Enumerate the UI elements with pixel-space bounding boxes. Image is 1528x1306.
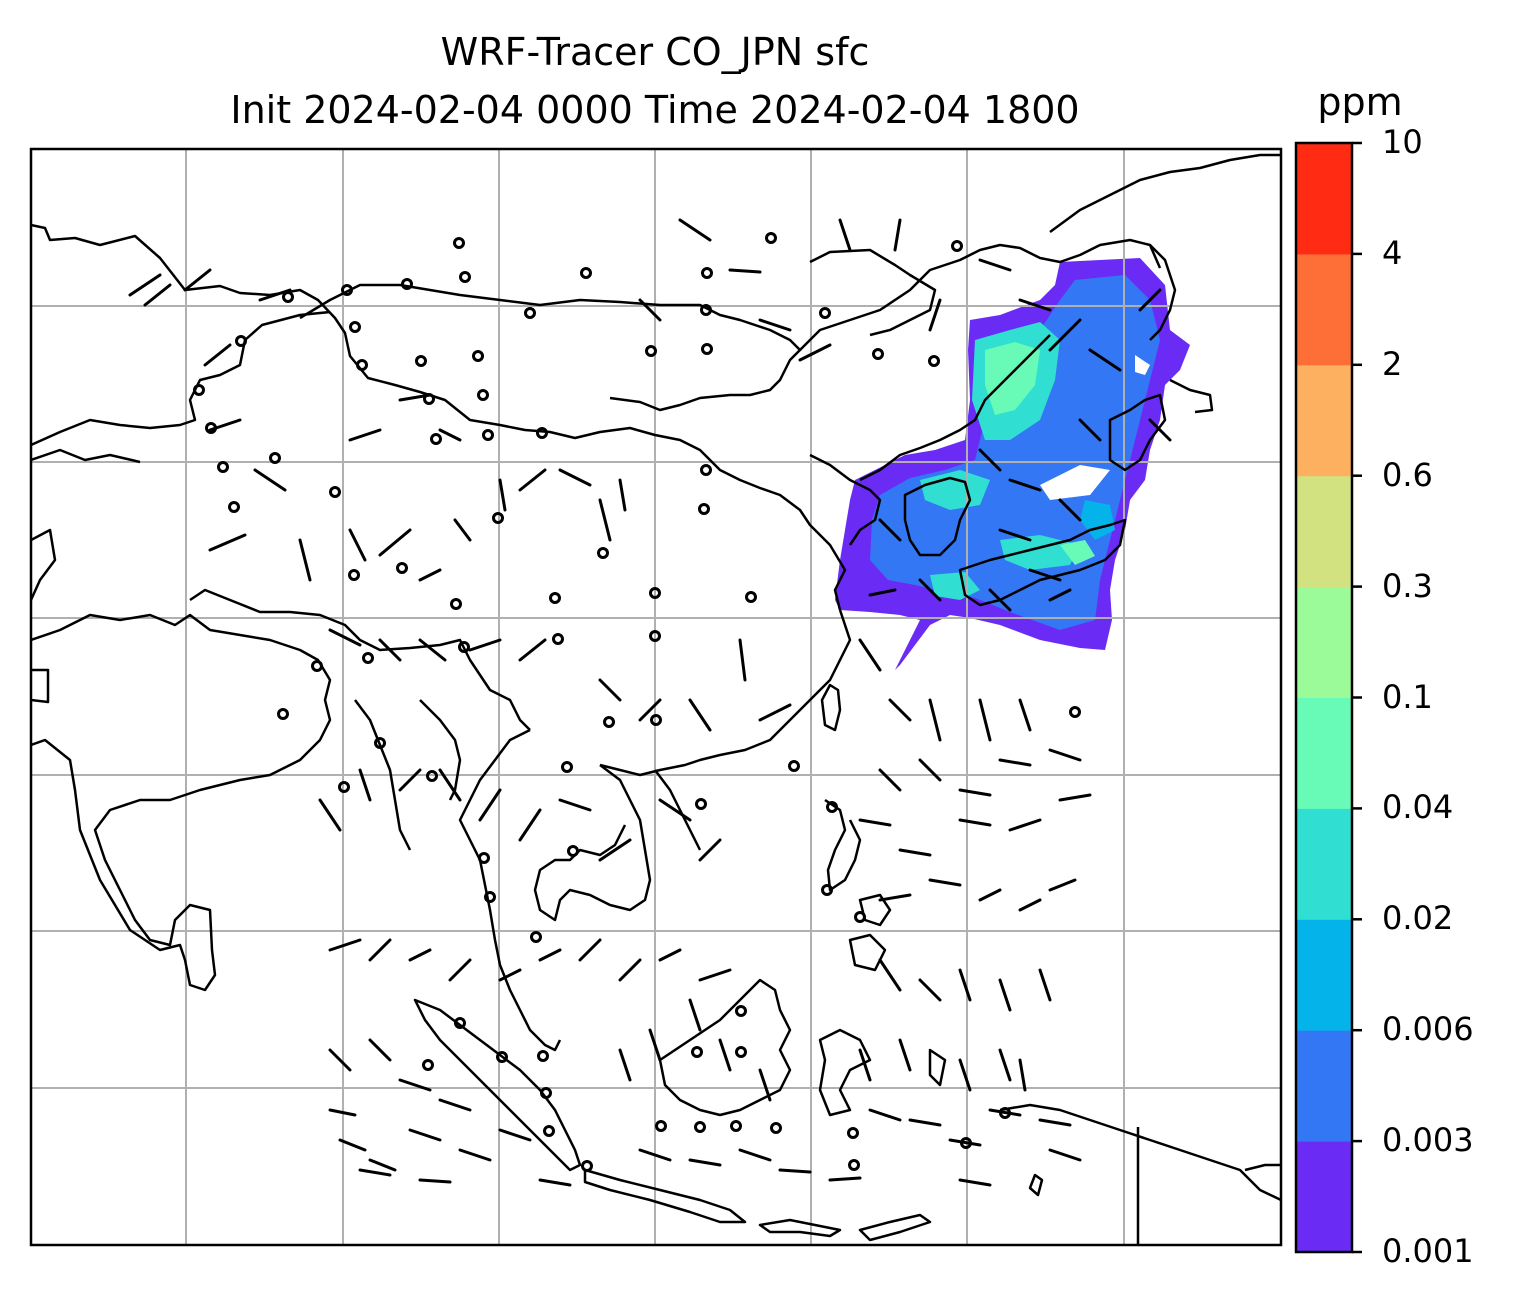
colorbar-tick-label: 4 — [1382, 233, 1403, 272]
colorbar-tick-label: 0.006 — [1382, 1010, 1474, 1049]
colorbar-segment — [1296, 364, 1352, 477]
colorbar-ticks — [1352, 141, 1362, 1254]
colorbar-tick-label: 0.6 — [1382, 455, 1433, 494]
colorbar-segment — [1296, 697, 1352, 809]
colorbar-tick-label: 0.1 — [1382, 677, 1433, 716]
colorbar-tick-label: 0.3 — [1382, 566, 1433, 605]
colorbar-segment — [1296, 808, 1352, 920]
chart-title-line1: WRF-Tracer CO_JPN sfc — [440, 30, 870, 74]
colorbar-tick-label: 2 — [1382, 344, 1403, 383]
calm-wind-markers — [193, 232, 1081, 1172]
chart-title-line2: Init 2024-02-04 0000 Time 2024-02-04 180… — [230, 88, 1080, 132]
colorbar-unit-label: ppm — [1317, 80, 1403, 124]
colorbar-tick-label: 10 — [1382, 123, 1423, 161]
colorbar-segment — [1296, 1141, 1352, 1253]
colorbar-segment — [1296, 919, 1352, 1031]
tracer-plume — [835, 258, 1190, 670]
colorbar-segment — [1296, 253, 1352, 366]
map-frame — [29, 147, 1283, 1247]
colorbar-segment — [1296, 586, 1352, 698]
colorbar-segment — [1296, 143, 1352, 255]
colorbar-tick-label: 0.04 — [1382, 788, 1454, 827]
colorbar-tick-label: 0.003 — [1382, 1121, 1474, 1160]
colorbar-tick-label: 0.02 — [1382, 899, 1454, 938]
colorbar — [1296, 143, 1352, 1253]
colorbar-tick-label: 0.001 — [1382, 1232, 1474, 1270]
colorbar-segment — [1296, 1030, 1352, 1142]
gridlines — [31, 149, 1281, 1245]
map-area — [31, 149, 1281, 1245]
coastlines-borders — [31, 153, 1281, 1245]
wind-barbs — [128, 218, 1172, 1187]
colorbar-segment — [1296, 475, 1352, 588]
